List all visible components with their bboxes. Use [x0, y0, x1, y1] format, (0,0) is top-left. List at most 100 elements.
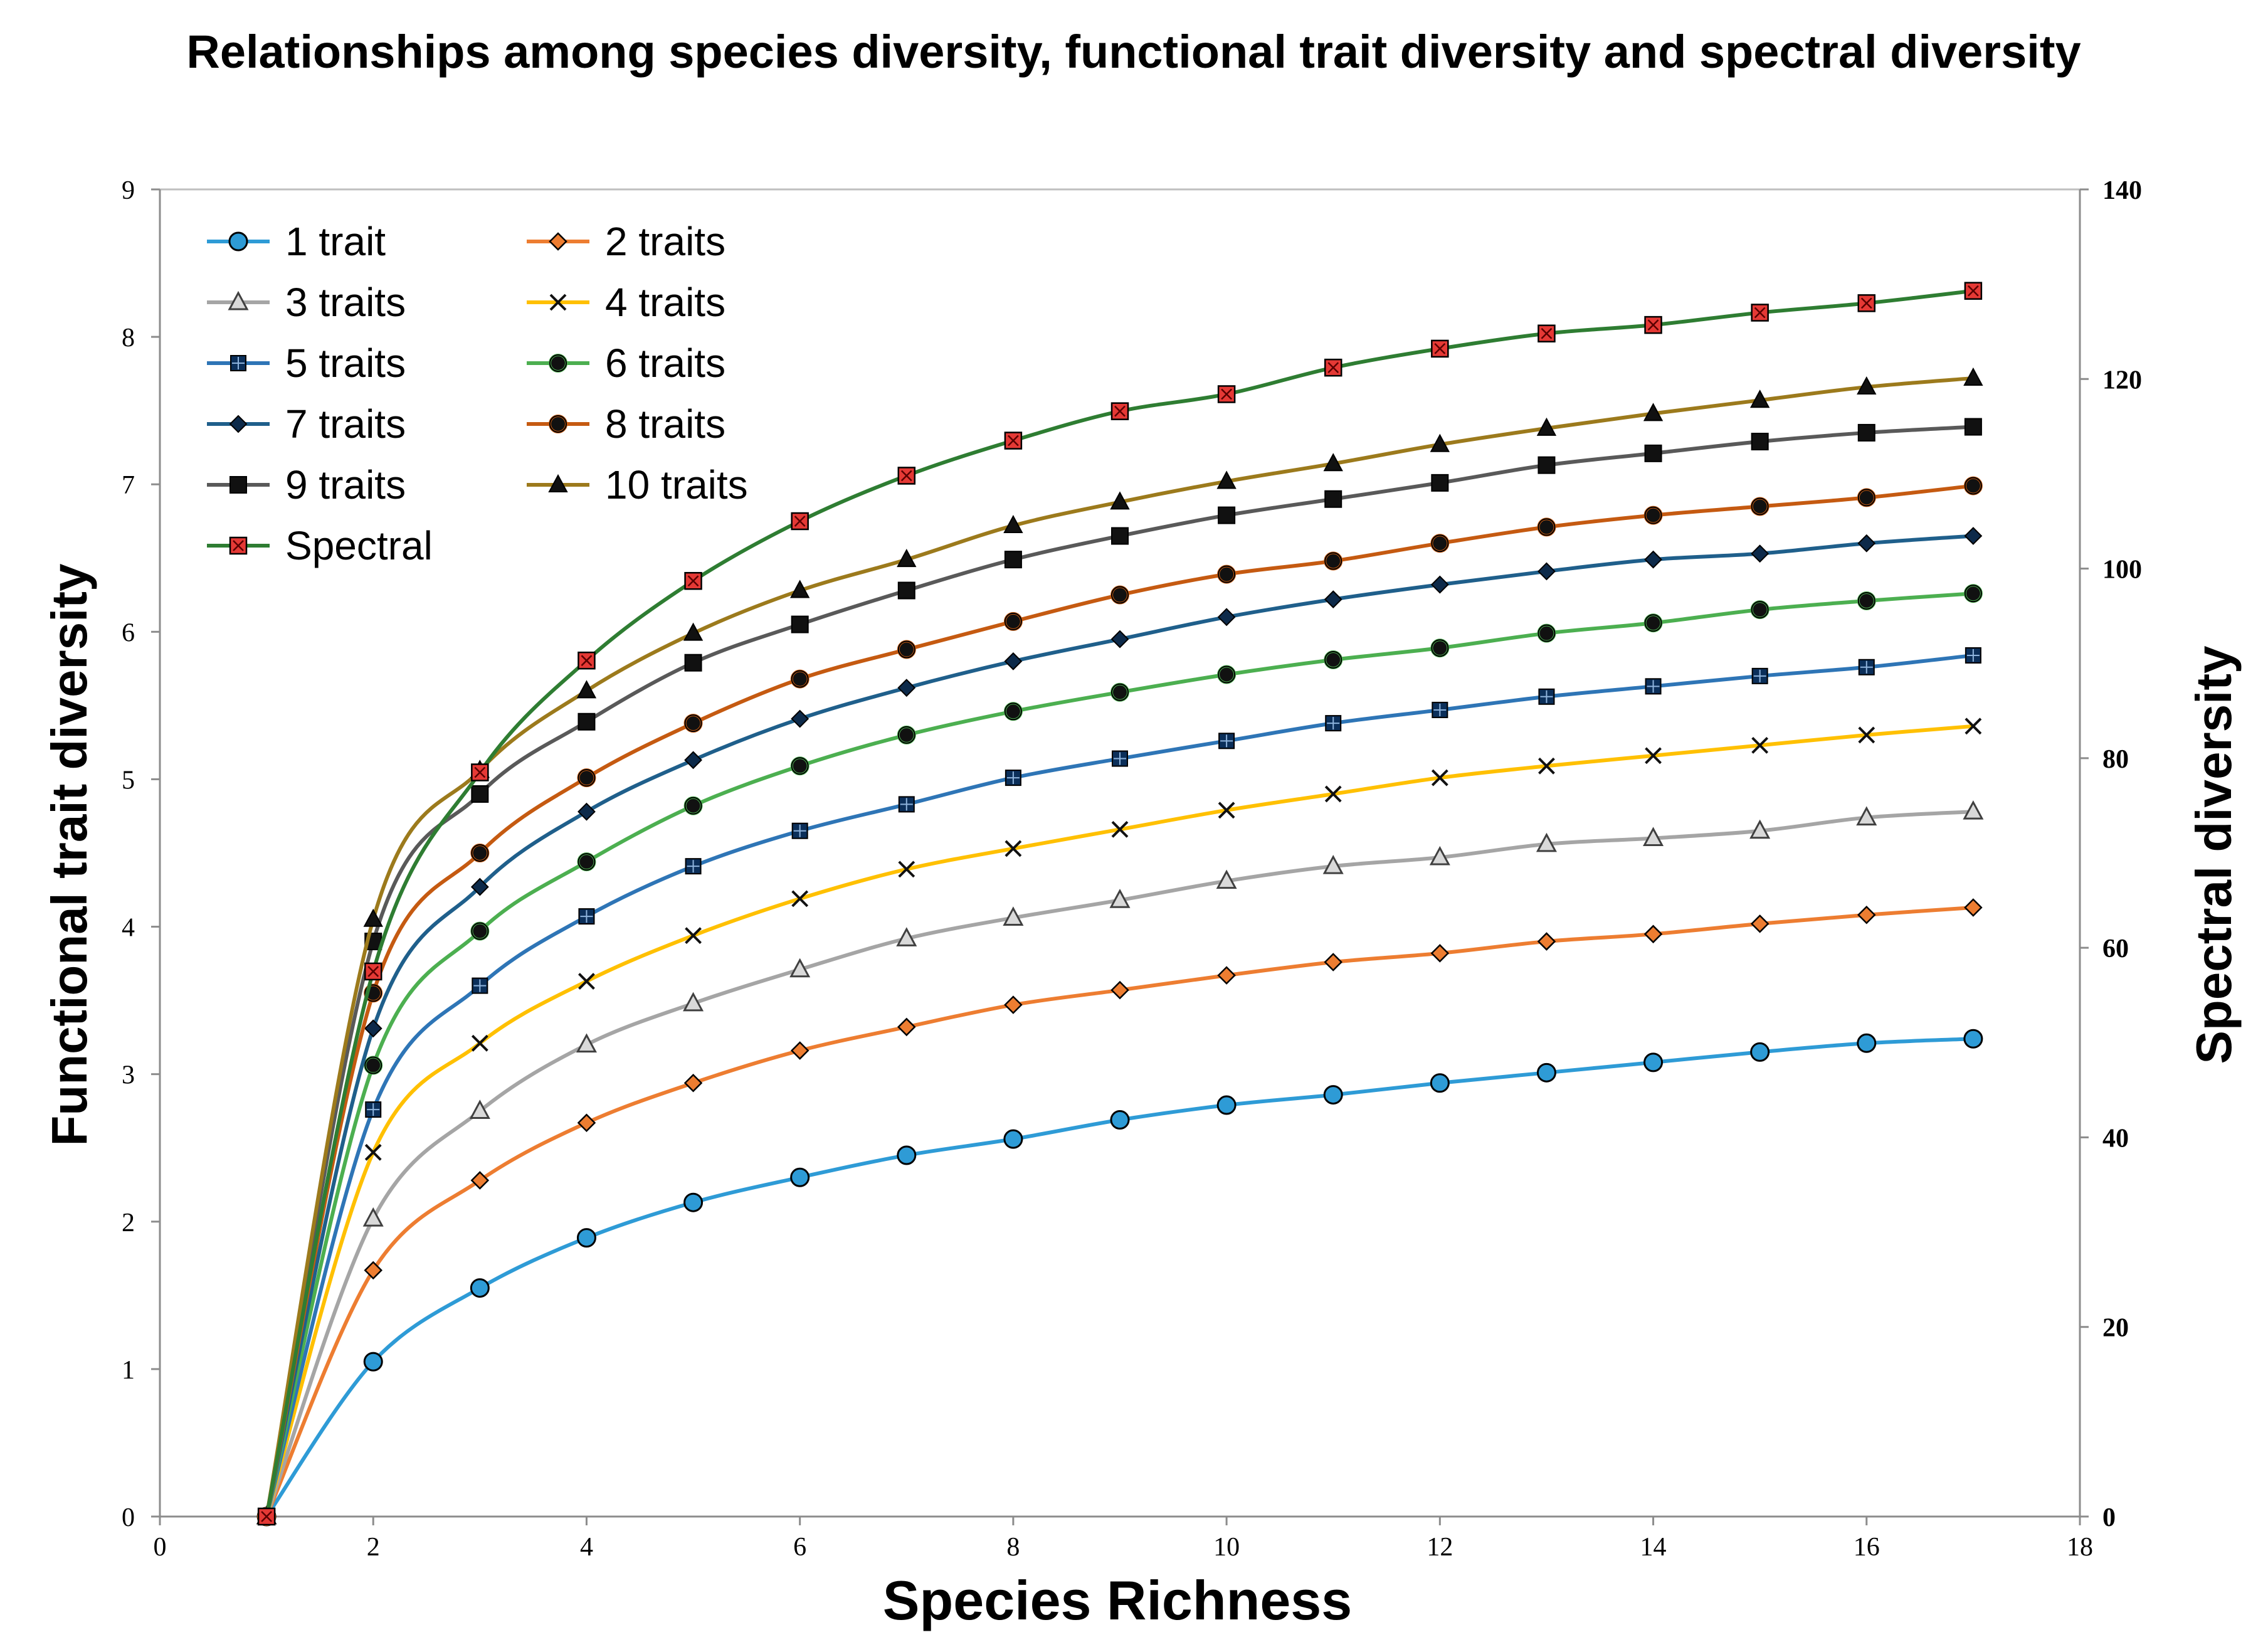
data-point	[1430, 575, 1449, 594]
data-point	[576, 680, 597, 699]
series-line-10-traits	[265, 376, 1974, 1517]
series-9-traits	[258, 418, 1982, 1525]
data-point	[1536, 417, 1557, 436]
data-point	[1645, 678, 1662, 695]
legend-entry-3-traits: 3 traits	[207, 280, 406, 325]
data-point	[1857, 488, 1876, 507]
data-point	[1218, 802, 1235, 819]
data-point	[364, 1056, 383, 1075]
data-point	[1431, 339, 1449, 358]
data-point	[1216, 869, 1237, 889]
data-point	[1324, 953, 1342, 972]
data-point	[470, 921, 490, 941]
data-point	[1750, 1042, 1770, 1062]
chart-title: Relationships among species diversity, f…	[186, 26, 2081, 78]
series-layer	[256, 282, 1984, 1527]
legend-entry-6-traits: 6 traits	[527, 341, 725, 386]
legend-label: 9 traits	[285, 462, 406, 507]
data-point	[1749, 389, 1770, 408]
data-point	[791, 709, 810, 728]
legend-label: 6 traits	[605, 341, 725, 386]
data-point	[1217, 564, 1237, 584]
data-point	[897, 679, 916, 697]
plot-area	[159, 188, 2081, 1518]
data-point	[1216, 1095, 1237, 1115]
data-point	[1965, 647, 1981, 664]
data-point	[1003, 702, 1023, 721]
data-point	[1003, 514, 1023, 534]
data-point	[897, 549, 917, 568]
data-point	[1858, 726, 1875, 744]
legend-marker	[549, 232, 567, 251]
data-point	[685, 858, 702, 875]
legend-entry-5-traits: 5 traits	[207, 341, 406, 386]
series-line-1-trait	[265, 1037, 1974, 1518]
data-point	[1431, 474, 1449, 492]
series-line-2-traits	[265, 905, 1974, 1518]
data-point	[1431, 769, 1448, 786]
data-point	[897, 467, 916, 485]
data-point	[1538, 688, 1555, 705]
data-point	[1643, 924, 1663, 944]
data-point	[1537, 517, 1556, 537]
data-point	[1432, 701, 1448, 718]
legend-label: 10 traits	[605, 462, 748, 507]
data-point	[1005, 840, 1022, 857]
data-point	[1537, 932, 1556, 951]
data-point	[1217, 608, 1236, 627]
data-point	[1964, 282, 1983, 300]
data-point	[1110, 682, 1129, 702]
x-tick-label: 8	[1006, 1533, 1020, 1562]
data-point	[1750, 600, 1770, 620]
legend-marker	[549, 415, 567, 433]
data-point	[1324, 358, 1342, 377]
data-point	[791, 822, 808, 839]
data-point	[683, 992, 704, 1012]
data-point	[1324, 650, 1343, 670]
data-point	[683, 1074, 703, 1093]
data-point	[789, 580, 810, 598]
y-tick-label: 7	[122, 471, 135, 500]
data-point	[1430, 638, 1450, 658]
data-point	[1963, 367, 1983, 386]
data-point	[1857, 1033, 1877, 1053]
y-tick-label: 3	[122, 1061, 135, 1090]
series-5-traits	[258, 647, 1981, 1525]
legend-entry-7-traits: 7 traits	[207, 401, 406, 447]
data-point	[578, 973, 595, 990]
data-point	[1218, 506, 1236, 524]
data-point	[1643, 1052, 1664, 1072]
data-point	[1644, 315, 1662, 334]
data-point	[1751, 544, 1770, 563]
data-point	[683, 714, 703, 733]
y2-axis-title: Spectral diversity	[2186, 645, 2242, 1064]
data-point	[363, 908, 383, 927]
data-point	[1538, 757, 1555, 775]
data-point	[578, 802, 596, 821]
data-point	[1963, 476, 1983, 495]
data-point	[790, 756, 810, 776]
y2-tick-label: 140	[2102, 176, 2142, 205]
data-point	[1111, 820, 1129, 838]
legend-entry-10-traits: 10 traits	[527, 462, 748, 507]
legend-marker	[549, 294, 567, 311]
series-7-traits	[257, 527, 1983, 1526]
data-point	[897, 1145, 917, 1165]
y2-tick-label: 40	[2102, 1124, 2129, 1153]
legend-marker	[230, 355, 246, 371]
data-point	[1110, 491, 1130, 510]
data-point	[1536, 832, 1557, 852]
x-axis-title: Species Richness	[883, 1569, 1352, 1631]
legend-marker	[229, 476, 247, 494]
data-point	[1750, 497, 1770, 516]
y-tick-label: 5	[122, 766, 135, 795]
data-point	[1643, 827, 1664, 846]
data-point	[578, 712, 596, 731]
data-point	[1537, 324, 1556, 342]
data-point	[684, 654, 702, 672]
data-point	[1324, 785, 1342, 803]
legend-label: Spectral	[285, 523, 433, 568]
y2-tick-label: 0	[2102, 1503, 2116, 1532]
data-point	[1857, 591, 1876, 610]
data-point	[1110, 630, 1129, 649]
